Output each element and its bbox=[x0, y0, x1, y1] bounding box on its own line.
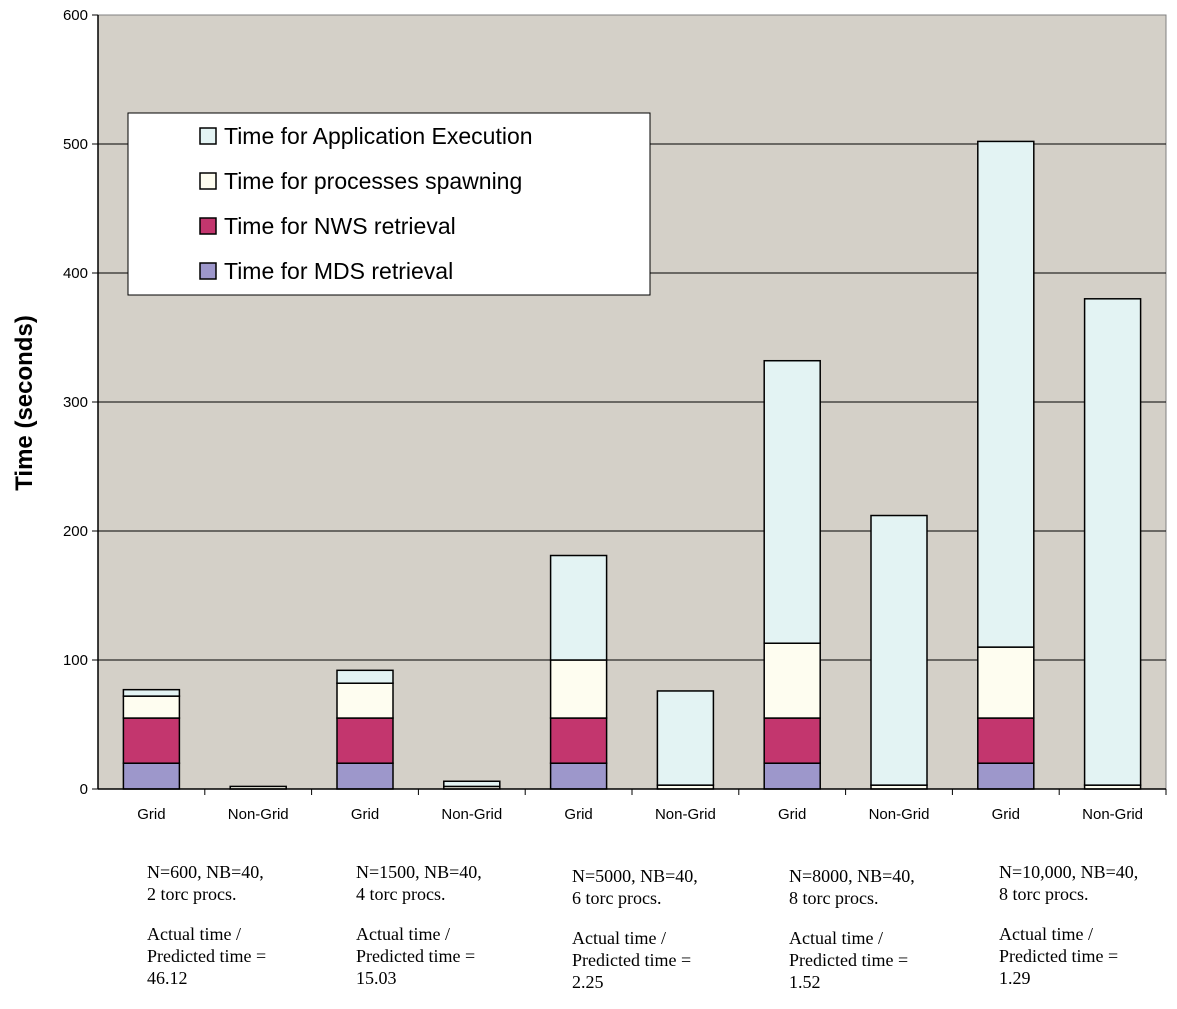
group-ratio-label: Actual time / Predicted time = 2.25 bbox=[572, 928, 692, 992]
x-tick-label: Grid bbox=[351, 806, 379, 823]
group-config-label: N=5000, NB=40, 6 torc procs. bbox=[572, 866, 698, 908]
bar-segment bbox=[977, 717, 1035, 764]
bar-segment bbox=[1083, 298, 1142, 786]
group-ratio-label: Actual time / Predicted time = 46.12 bbox=[147, 924, 267, 988]
bar-segment bbox=[122, 695, 181, 719]
x-tick-label: Grid bbox=[778, 806, 806, 823]
bar-segment bbox=[336, 669, 394, 684]
group-ratio-label: Actual time / Predicted time = 1.29 bbox=[999, 924, 1119, 988]
y-tick-label: 200 bbox=[63, 523, 88, 540]
bar-segment bbox=[122, 688, 181, 697]
bar-segment bbox=[977, 762, 1035, 790]
y-tick-label: 100 bbox=[63, 652, 88, 669]
bar-segment bbox=[549, 659, 608, 719]
bar-segment bbox=[763, 762, 821, 790]
y-tick-label: 600 bbox=[63, 7, 88, 24]
group-config-label: N=8000, NB=40, 8 torc procs. bbox=[789, 866, 915, 908]
legend-swatch bbox=[199, 172, 217, 190]
x-tick-label: Grid bbox=[564, 806, 592, 823]
bar-segment bbox=[763, 359, 821, 644]
bar-segment bbox=[656, 690, 715, 786]
legend-swatch bbox=[199, 217, 217, 235]
x-tick-label: Non-Grid bbox=[228, 806, 289, 823]
axes: 0 100 200 300 400 500 600 Grid Non-Grid Grid Non-G… bbox=[63, 7, 1167, 823]
bar-segment bbox=[549, 717, 608, 764]
group-ratio-label: Actual time / Predicted time = 1.52 bbox=[789, 928, 909, 992]
legend-swatch bbox=[199, 262, 217, 280]
legend-label: Time for MDS retrieval bbox=[224, 258, 453, 284]
legend-swatch bbox=[199, 127, 217, 145]
x-tick-label: Grid bbox=[137, 806, 165, 823]
bar-segment bbox=[977, 140, 1035, 648]
x-tick-label: Grid bbox=[992, 806, 1020, 823]
x-tick-label: Non-Grid bbox=[441, 806, 502, 823]
bar-segment bbox=[443, 780, 501, 788]
y-tick-label: 300 bbox=[63, 394, 88, 411]
bar-segment bbox=[549, 554, 608, 661]
legend-label: Time for Application Execution bbox=[224, 123, 533, 149]
group-note: N=8000, NB=40, 8 torc procs. Actual time … bbox=[789, 865, 979, 993]
group-ratio-label: Actual time / Predicted time = 15.03 bbox=[356, 924, 476, 988]
bar-segment bbox=[122, 762, 181, 790]
group-config-label: N=600, NB=40, 2 torc procs. bbox=[147, 862, 264, 904]
x-tick-label: Non-Grid bbox=[655, 806, 716, 823]
x-tick-label: Non-Grid bbox=[869, 806, 930, 823]
group-note: N=10,000, NB=40, 8 torc procs. Actual tim… bbox=[999, 861, 1177, 989]
bar-segment bbox=[549, 762, 608, 790]
bar-segment bbox=[763, 717, 821, 764]
y-axis-title: Time (seconds) bbox=[11, 315, 38, 491]
group-note: N=5000, NB=40, 6 torc procs. Actual time … bbox=[572, 865, 762, 993]
x-tick-label: Non-Grid bbox=[1082, 806, 1143, 823]
bar-segment bbox=[336, 762, 394, 790]
legend-label: Time for NWS retrieval bbox=[224, 213, 456, 239]
group-note: N=1500, NB=40, 4 torc procs. Actual time … bbox=[356, 861, 546, 989]
bar-segment bbox=[122, 717, 181, 764]
group-note: N=600, NB=40, 2 torc procs. Actual time /… bbox=[147, 861, 337, 989]
y-tick-label: 500 bbox=[63, 136, 88, 153]
group-config-label: N=10,000, NB=40, 8 torc procs. bbox=[999, 862, 1139, 904]
group-config-label: N=1500, NB=40, 4 torc procs. bbox=[356, 862, 482, 904]
y-tick-label: 0 bbox=[80, 781, 88, 798]
legend-label: Time for processes spawning bbox=[224, 168, 522, 194]
bars bbox=[122, 140, 1142, 790]
bar-segment bbox=[870, 514, 928, 786]
legend: Time for Application Execution Time for p… bbox=[127, 112, 651, 296]
bar-segment bbox=[336, 717, 394, 764]
bar-segment bbox=[763, 642, 821, 719]
y-tick-label: 400 bbox=[63, 265, 88, 282]
bar-segment bbox=[336, 682, 394, 719]
bar-segment bbox=[977, 646, 1035, 719]
